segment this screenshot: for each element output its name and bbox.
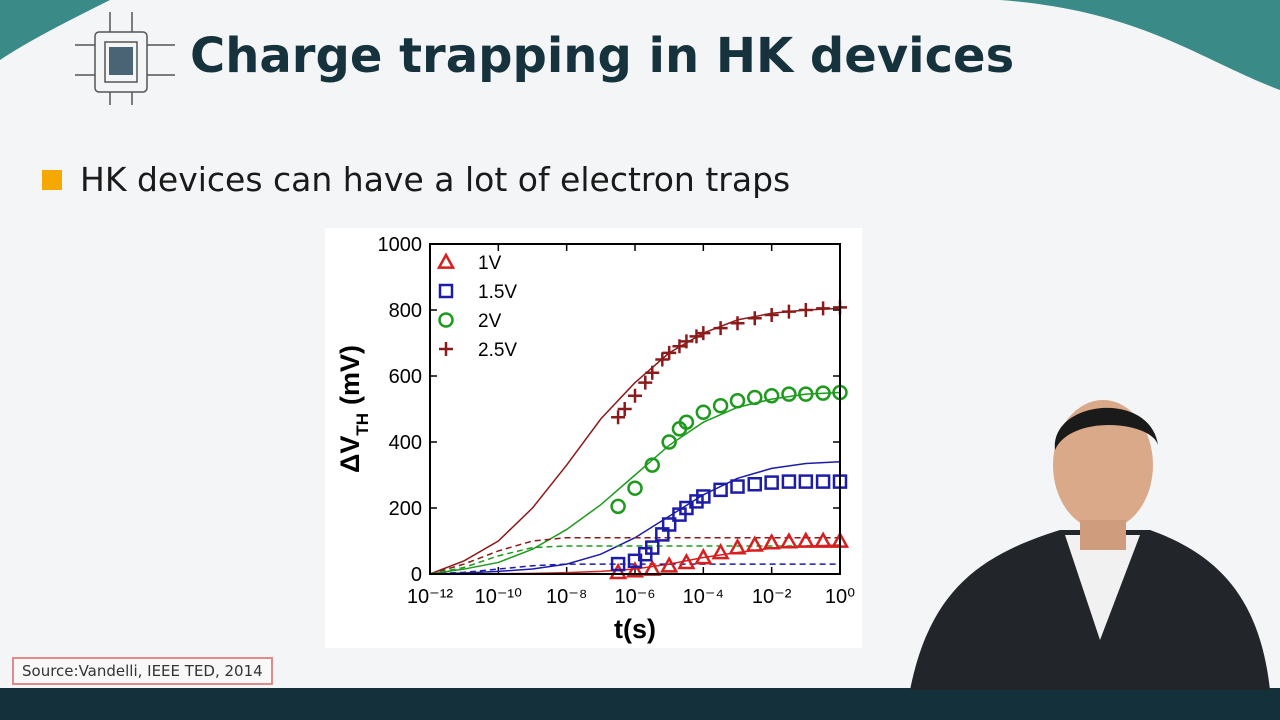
bullet-marker — [42, 170, 62, 190]
y-tick-label: 1000 — [378, 234, 423, 256]
marker — [798, 303, 813, 317]
marker — [730, 479, 745, 494]
marker — [696, 489, 711, 504]
legend-label: 1V — [478, 253, 502, 274]
x-tick-label: 10⁻⁸ — [546, 586, 587, 608]
plot-frame — [429, 243, 841, 575]
marker — [712, 397, 729, 414]
y-tick-label: 400 — [389, 432, 422, 454]
x-tick-label: 10⁻² — [752, 586, 792, 608]
marker — [747, 311, 762, 326]
marker — [745, 535, 764, 552]
marker — [677, 552, 696, 570]
marker — [815, 385, 831, 401]
marker — [628, 388, 642, 403]
marker — [627, 480, 643, 496]
y-tick-label: 0 — [411, 564, 422, 586]
dashed-line — [429, 536, 840, 575]
y-axis-label-sub: TH — [353, 413, 372, 436]
marker — [781, 474, 797, 489]
marker — [764, 475, 779, 490]
marker — [655, 352, 670, 367]
y-axis-label-unit: (mV) — [335, 345, 365, 405]
marker — [763, 388, 780, 404]
chart-background — [325, 228, 862, 648]
marker — [678, 414, 695, 430]
marker — [747, 476, 763, 492]
marker — [638, 375, 653, 390]
x-tick-label: 10⁻¹² — [407, 586, 453, 608]
marker — [608, 562, 628, 580]
marker — [762, 533, 781, 550]
marker — [730, 316, 745, 331]
marker — [660, 556, 679, 573]
chart: t(s) ΔVTH (mV) 0 200 400 600 800 1000 10⁻¹² 10⁻¹… — [325, 228, 862, 648]
source-note: Source:Vandelli, IEEE TED, 2014 — [12, 657, 273, 685]
marker — [713, 321, 728, 336]
dashed-line — [429, 545, 840, 575]
marker — [813, 531, 833, 548]
marker — [815, 474, 831, 489]
marker — [747, 389, 763, 406]
marker — [689, 329, 704, 344]
marker — [617, 402, 632, 416]
marker — [798, 386, 814, 402]
marker — [661, 434, 677, 450]
slide-title: Charge trapping in HK devices — [190, 28, 1015, 84]
fit-curve — [429, 391, 841, 575]
x-tick-label: 10⁰ — [825, 586, 855, 608]
legend-label: 1.5V — [478, 282, 517, 303]
y-tick-label: 200 — [389, 498, 422, 520]
marker — [781, 304, 796, 319]
marker — [625, 561, 645, 578]
marker — [610, 498, 626, 515]
marker — [729, 393, 746, 409]
marker — [713, 482, 728, 498]
marker — [661, 517, 677, 532]
marker — [728, 538, 747, 555]
marker — [610, 556, 626, 572]
legend-label: 2.5V — [478, 340, 517, 361]
marker — [798, 474, 814, 489]
y-tick-label: 600 — [389, 366, 422, 388]
x-tick-label: 10⁻¹⁰ — [475, 586, 522, 608]
marker — [645, 365, 660, 380]
y-axis-label-main: ΔV — [335, 436, 365, 473]
marker — [711, 542, 730, 560]
x-tick-label: 10⁻⁶ — [614, 586, 655, 608]
marker — [645, 540, 660, 555]
marker — [679, 334, 694, 349]
marker — [662, 345, 677, 360]
x-tick-label: 10⁻⁴ — [683, 586, 724, 608]
marker — [781, 386, 797, 402]
marker — [644, 457, 661, 473]
marker — [611, 410, 626, 425]
marker — [694, 547, 713, 565]
marker — [816, 301, 831, 316]
legend-marker — [438, 283, 454, 299]
y-tick-label: 800 — [389, 300, 422, 322]
legend-marker — [436, 252, 456, 269]
bullet-text: HK devices can have a lot of electron tr… — [80, 160, 791, 199]
legend-marker — [439, 342, 453, 356]
legend-label: 2V — [478, 311, 502, 332]
marker — [796, 531, 815, 548]
y-axis-label: ΔVTH (mV) — [335, 345, 372, 473]
marker — [779, 532, 799, 549]
marker — [696, 326, 711, 341]
marker — [764, 307, 779, 322]
x-axis-label: t(s) — [614, 614, 656, 644]
marker — [695, 404, 712, 421]
legend-marker — [438, 312, 454, 328]
